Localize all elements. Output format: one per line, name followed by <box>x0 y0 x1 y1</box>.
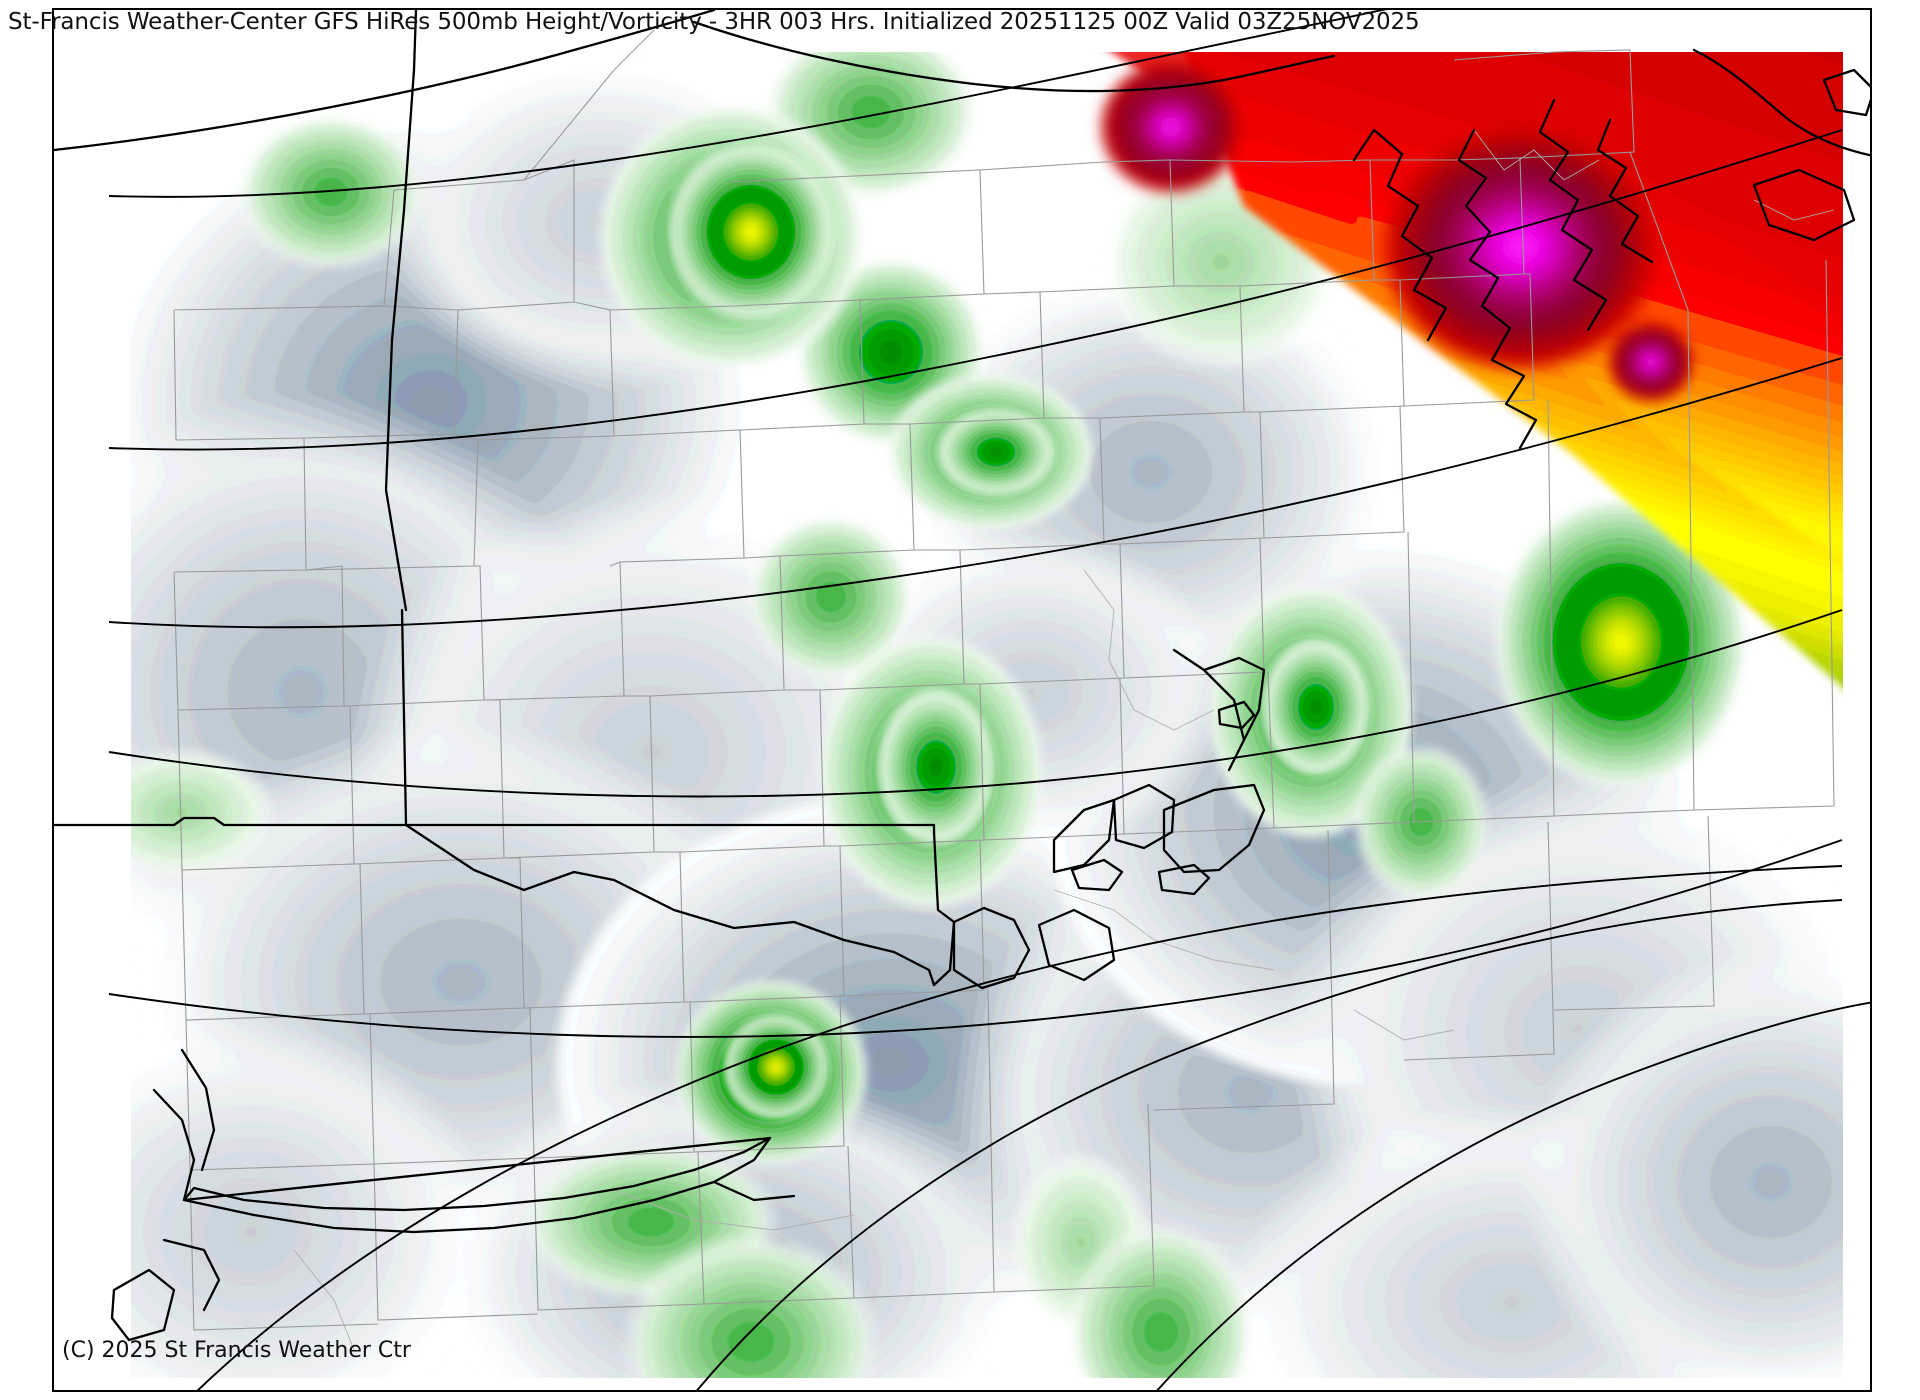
product-title: St-Francis Weather-Center GFS HiRes 500m… <box>8 9 1420 35</box>
vorticity-contour-svg <box>131 52 1843 1378</box>
vorticity-shading-layer <box>131 52 1843 1378</box>
copyright-label: (C) 2025 St Francis Weather Ctr <box>62 1338 411 1363</box>
upstream-vort-max <box>596 102 866 372</box>
map-plot-frame <box>52 8 1872 1392</box>
